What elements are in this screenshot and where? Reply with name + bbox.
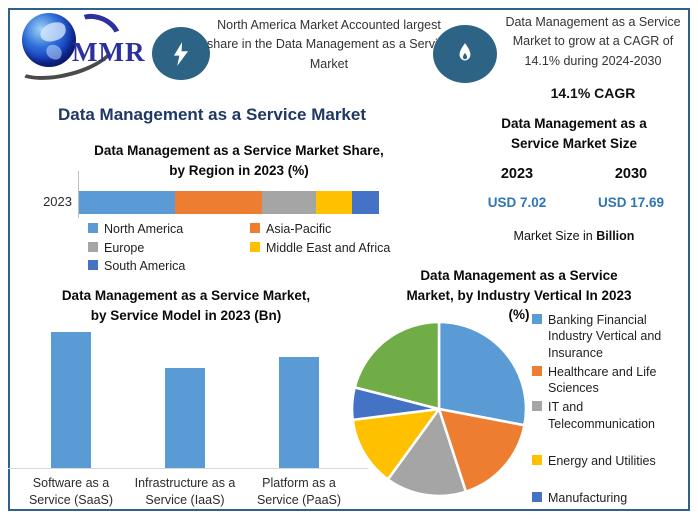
region-bar-segment [175, 191, 262, 214]
region-bar-segment [262, 191, 316, 214]
legend-label: South America [104, 259, 186, 273]
market-size-note-unit: Billion [596, 229, 635, 244]
region-bar-segment [316, 191, 352, 214]
page-title: Data Management as a Service Market [57, 105, 367, 124]
industry-pie [350, 320, 528, 498]
legend-item: Energy and Utilities [532, 453, 692, 469]
legend-swatch [532, 454, 542, 465]
legend-label: Energy and Utilities [548, 453, 656, 468]
region-category-label: 2023 [43, 194, 72, 209]
industry-pie-legend: Banking Financial Industry Vertical and … [532, 312, 692, 519]
region-stacked-bar [79, 191, 379, 214]
service-model-plot [8, 331, 368, 470]
service-model-chart: Data Management as a Service Market, by … [8, 286, 368, 509]
legend-item: Middle East and Africa [250, 240, 390, 259]
service-model-title: Data Management as a Service Market, by … [61, 288, 311, 323]
legend-label: IT and Telecommunication [548, 400, 655, 431]
legend-item: Healthcare and Life Sciences [532, 364, 692, 397]
legend-swatch [88, 223, 98, 233]
legend-swatch [532, 492, 542, 502]
service-model-bar [51, 332, 91, 470]
outer-border [8, 8, 690, 511]
region-bar-segment [79, 191, 175, 214]
market-size-values: USD 7.02 USD 17.69 [460, 195, 688, 210]
value-2023: USD 7.02 [487, 195, 547, 211]
market-size-years: 2023 2030 [460, 166, 688, 182]
legend-label: North America [104, 222, 184, 236]
legend-label: Manufacturing [548, 491, 628, 505]
service-model-baseline [8, 468, 368, 470]
legend-item: South America [88, 258, 250, 277]
market-size-panel: Data Management as a Service Market Size… [460, 114, 688, 243]
flame-icon [433, 25, 497, 83]
market-size-title: Data Management as a Service Market Size [501, 116, 647, 151]
legend-item: North America [88, 221, 250, 240]
legend-item: Banking Financial Industry Vertical and … [532, 312, 692, 361]
legend-item: Asia-Pacific [250, 221, 390, 240]
industry-pie-title: Data Management as a Service Market, by … [406, 268, 632, 323]
mmr-logo: MMR [6, 6, 154, 91]
region-axis-line [78, 171, 79, 218]
legend-swatch [88, 241, 98, 252]
legend-item: Manufacturing [532, 490, 692, 506]
region-legend: North America Europe South America Asia-Pac… [88, 221, 390, 277]
legend-swatch [532, 401, 542, 412]
legend-swatch [88, 260, 98, 270]
callout-cagr: Data Management as a Service Market to g… [505, 15, 681, 68]
year-2030: 2030 [614, 166, 648, 183]
region-chart: Data Management as a Service Market Shar… [38, 141, 440, 273]
legend-swatch [250, 241, 260, 252]
legend-item: Europe [88, 240, 250, 259]
region-chart-title: Data Management as a Service Market Shar… [94, 143, 384, 178]
callout-north-america: North America Market Accounted largest s… [207, 18, 451, 71]
legend-label: Banking Financial Industry Vertical and … [548, 313, 662, 360]
pie-slice [353, 320, 441, 411]
pie-slice [386, 407, 468, 498]
market-size-note: Market Size in Billion [513, 229, 635, 244]
legend-label: Europe [104, 240, 145, 255]
service-model-category: Infrastructure as a Service (IaaS) [134, 476, 236, 507]
legend-label: Middle East and Africa [266, 240, 391, 255]
year-2023: 2023 [500, 166, 534, 183]
lightning-icon [152, 27, 210, 80]
legend-label: Healthcare and Life Sciences [548, 364, 657, 395]
industry-pie-chart: Data Management as a Service Market, by … [348, 266, 690, 505]
legend-swatch [532, 314, 542, 324]
cagr-value: 14.1% CAGR [550, 85, 636, 101]
legend-swatch [250, 223, 260, 233]
pie-slice [437, 320, 528, 427]
service-model-category: Software as a Service (SaaS) [28, 476, 114, 507]
service-model-bar [279, 357, 319, 470]
service-model-bar [165, 368, 205, 470]
value-2030: USD 17.69 [597, 195, 665, 211]
legend-label: Asia-Pacific [266, 222, 332, 236]
legend-item: IT and Telecommunication [532, 399, 692, 432]
logo-text: MMR [72, 37, 146, 67]
pie-slice [351, 407, 441, 481]
service-model-category: Platform as a Service (PaaS) [256, 476, 342, 507]
legend-swatch [532, 365, 542, 376]
region-bar-segment [352, 191, 379, 214]
service-model-labels: Software as a Service (SaaS) Infrastructu… [14, 475, 358, 509]
globe-icon [22, 13, 76, 67]
